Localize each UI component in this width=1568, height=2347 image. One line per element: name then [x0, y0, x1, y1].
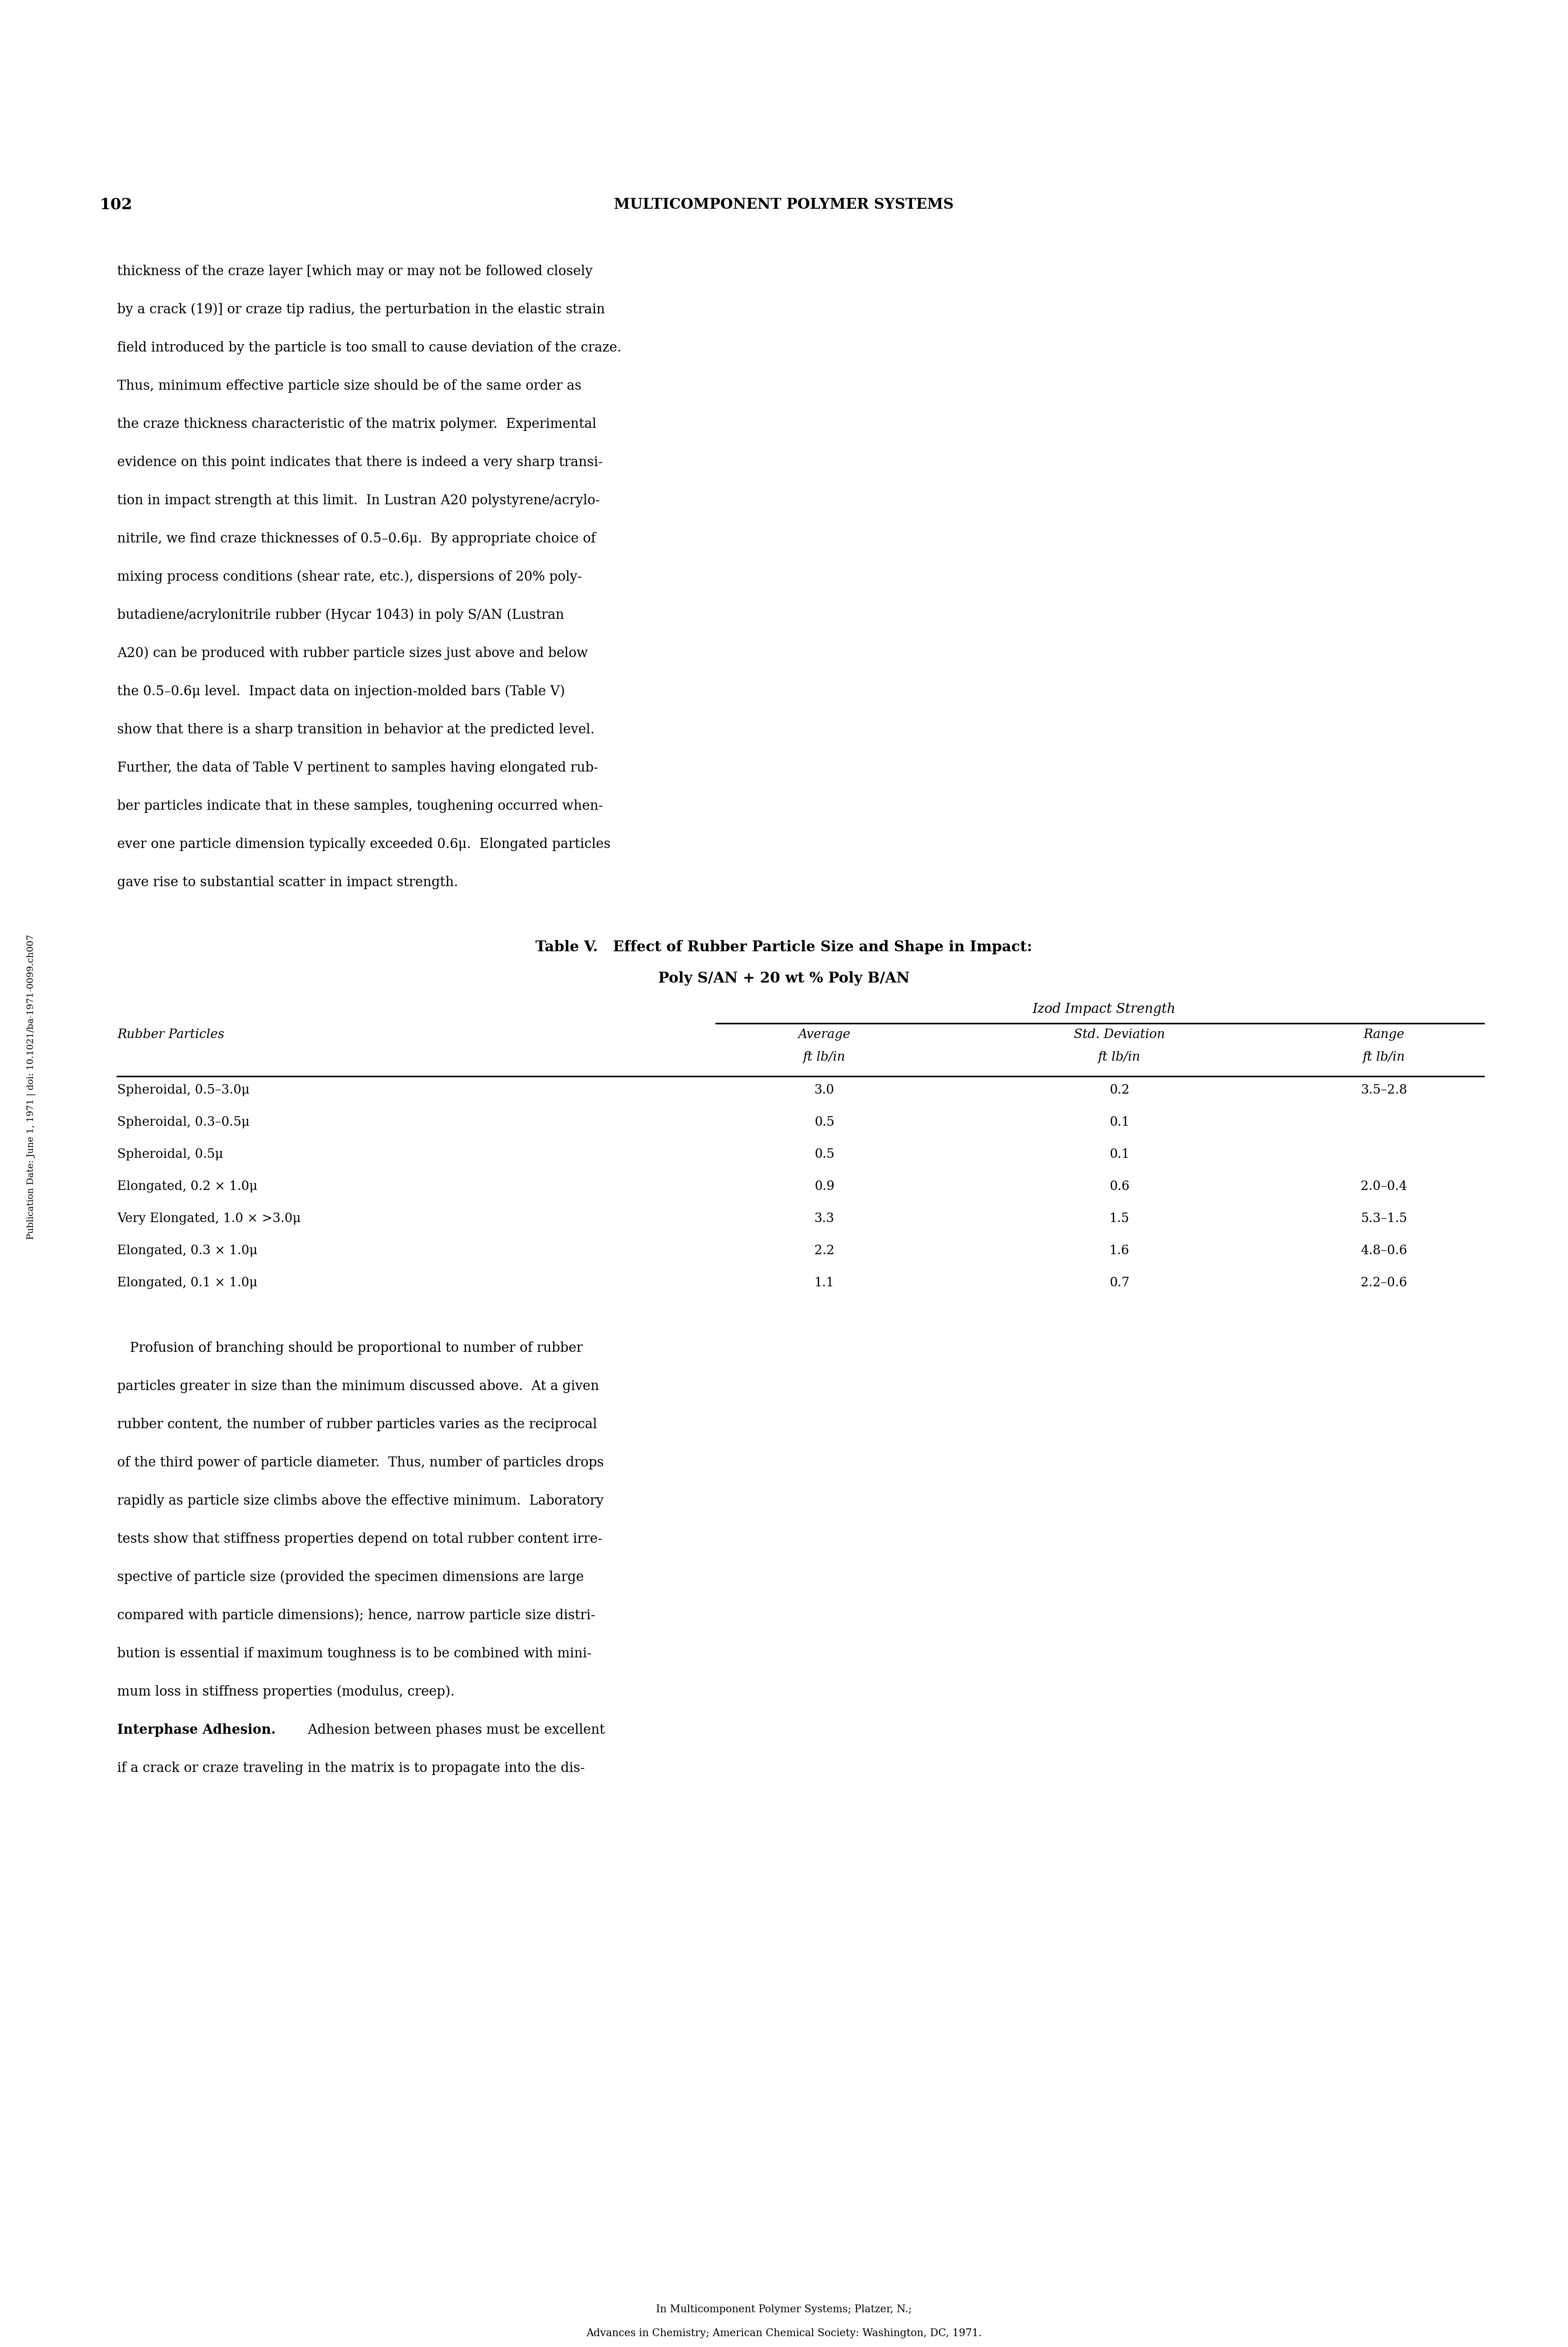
Text: Thus, minimum effective particle size should be of the same order as: Thus, minimum effective particle size sh… — [118, 380, 582, 392]
Text: 0.1: 0.1 — [1109, 1148, 1129, 1159]
Text: Spheroidal, 0.5–3.0μ: Spheroidal, 0.5–3.0μ — [118, 1084, 249, 1096]
Text: 1.1: 1.1 — [814, 1277, 834, 1289]
Text: 5.3–1.5: 5.3–1.5 — [1361, 1213, 1406, 1225]
Text: the 0.5–0.6μ level.  Impact data on injection-molded bars (Table V): the 0.5–0.6μ level. Impact data on injec… — [118, 685, 564, 699]
Text: Elongated, 0.3 × 1.0μ: Elongated, 0.3 × 1.0μ — [118, 1244, 257, 1258]
Text: 0.1: 0.1 — [1109, 1117, 1129, 1129]
Text: 0.7: 0.7 — [1109, 1277, 1129, 1289]
Text: 1.6: 1.6 — [1109, 1244, 1129, 1258]
Text: 102: 102 — [100, 197, 133, 211]
Text: 3.5–2.8: 3.5–2.8 — [1361, 1084, 1408, 1096]
Text: Profusion of branching should be proportional to number of rubber: Profusion of branching should be proport… — [118, 1342, 583, 1354]
Text: 0.6: 0.6 — [1109, 1181, 1129, 1192]
Text: 0.9: 0.9 — [814, 1181, 834, 1192]
Text: 3.0: 3.0 — [814, 1084, 834, 1096]
Text: In Multicomponent Polymer Systems; Platzer, N.;: In Multicomponent Polymer Systems; Platz… — [655, 2305, 913, 2314]
Text: 0.5: 0.5 — [814, 1148, 834, 1159]
Text: Spheroidal, 0.3–0.5μ: Spheroidal, 0.3–0.5μ — [118, 1117, 249, 1129]
Text: evidence on this point indicates that there is indeed a very sharp transi-: evidence on this point indicates that th… — [118, 455, 602, 469]
Text: spective of particle size (provided the specimen dimensions are large: spective of particle size (provided the … — [118, 1570, 583, 1584]
Text: mixing process conditions (shear rate, etc.), dispersions of 20% poly-: mixing process conditions (shear rate, e… — [118, 570, 582, 584]
Text: Advances in Chemistry; American Chemical Society: Washington, DC, 1971.: Advances in Chemistry; American Chemical… — [586, 2328, 982, 2338]
Text: ft lb/in: ft lb/in — [1098, 1051, 1140, 1063]
Text: ft lb/in: ft lb/in — [803, 1051, 845, 1063]
Text: Further, the data of Table V pertinent to samples having elongated rub-: Further, the data of Table V pertinent t… — [118, 760, 599, 775]
Text: 1.5: 1.5 — [1109, 1213, 1129, 1225]
Text: ever one particle dimension typically exceeded 0.6μ.  Elongated particles: ever one particle dimension typically ex… — [118, 838, 610, 852]
Text: ft lb/in: ft lb/in — [1363, 1051, 1405, 1063]
Text: Spheroidal, 0.5μ: Spheroidal, 0.5μ — [118, 1148, 223, 1159]
Text: if a crack or craze traveling in the matrix is to propagate into the dis-: if a crack or craze traveling in the mat… — [118, 1763, 585, 1774]
Text: Elongated, 0.2 × 1.0μ: Elongated, 0.2 × 1.0μ — [118, 1181, 257, 1192]
Text: ber particles indicate that in these samples, toughening occurred when-: ber particles indicate that in these sam… — [118, 800, 604, 812]
Text: Very Elongated, 1.0 × >3.0μ: Very Elongated, 1.0 × >3.0μ — [118, 1213, 301, 1225]
Text: Izod Impact Strength: Izod Impact Strength — [1033, 1002, 1176, 1016]
Text: gave rise to substantial scatter in impact strength.: gave rise to substantial scatter in impa… — [118, 875, 458, 890]
Text: rapidly as particle size climbs above the effective minimum.  Laboratory: rapidly as particle size climbs above th… — [118, 1495, 604, 1507]
Text: 3.3: 3.3 — [814, 1213, 834, 1225]
Text: 2.2: 2.2 — [814, 1244, 834, 1258]
Text: 0.2: 0.2 — [1109, 1084, 1129, 1096]
Text: by a crack (19)] or craze tip radius, the perturbation in the elastic strain: by a crack (19)] or craze tip radius, th… — [118, 303, 605, 317]
Text: Range: Range — [1364, 1028, 1405, 1040]
Text: tion in impact strength at this limit.  In Lustran A20 polystyrene/acrylo-: tion in impact strength at this limit. I… — [118, 493, 601, 507]
Text: Rubber Particles: Rubber Particles — [118, 1028, 224, 1040]
Text: 2.2–0.6: 2.2–0.6 — [1361, 1277, 1406, 1289]
Text: Publication Date: June 1, 1971 | doi: 10.1021/ba-1971-0099.ch007: Publication Date: June 1, 1971 | doi: 10… — [27, 934, 36, 1239]
Text: nitrile, we find craze thicknesses of 0.5–0.6μ.  By appropriate choice of: nitrile, we find craze thicknesses of 0.… — [118, 533, 596, 545]
Text: field introduced by the particle is too small to cause deviation of the craze.: field introduced by the particle is too … — [118, 340, 621, 354]
Text: rubber content, the number of rubber particles varies as the reciprocal: rubber content, the number of rubber par… — [118, 1418, 597, 1432]
Text: thickness of the craze layer [which may or may not be followed closely: thickness of the craze layer [which may … — [118, 265, 593, 279]
Text: mum loss in stiffness properties (modulus, creep).: mum loss in stiffness properties (modulu… — [118, 1685, 455, 1699]
Text: Poly S/AN + 20 wt % Poly B/AN: Poly S/AN + 20 wt % Poly B/AN — [659, 972, 909, 986]
Text: particles greater in size than the minimum discussed above.  At a given: particles greater in size than the minim… — [118, 1380, 599, 1394]
Text: bution is essential if maximum toughness is to be combined with mini-: bution is essential if maximum toughness… — [118, 1648, 591, 1659]
Text: show that there is a sharp transition in behavior at the predicted level.: show that there is a sharp transition in… — [118, 723, 594, 737]
Text: 2.0–0.4: 2.0–0.4 — [1361, 1181, 1406, 1192]
Text: the craze thickness characteristic of the matrix polymer.  Experimental: the craze thickness characteristic of th… — [118, 418, 596, 432]
Text: of the third power of particle diameter.  Thus, number of particles drops: of the third power of particle diameter.… — [118, 1455, 604, 1469]
Text: compared with particle dimensions); hence, narrow particle size distri-: compared with particle dimensions); henc… — [118, 1608, 596, 1622]
Text: 4.8–0.6: 4.8–0.6 — [1361, 1244, 1408, 1258]
Text: butadiene/acrylonitrile rubber (Hycar 1043) in poly S/AN (Lustran: butadiene/acrylonitrile rubber (Hycar 10… — [118, 608, 564, 622]
Text: tests show that stiffness properties depend on total rubber content irre-: tests show that stiffness properties dep… — [118, 1533, 602, 1547]
Text: Std. Deviation: Std. Deviation — [1074, 1028, 1165, 1040]
Text: Average: Average — [798, 1028, 850, 1040]
Text: Elongated, 0.1 × 1.0μ: Elongated, 0.1 × 1.0μ — [118, 1277, 257, 1289]
Text: Table V.   Effect of Rubber Particle Size and Shape in Impact:: Table V. Effect of Rubber Particle Size … — [536, 941, 1032, 955]
Text: Adhesion between phases must be excellent: Adhesion between phases must be excellen… — [304, 1723, 605, 1737]
Text: 0.5: 0.5 — [814, 1117, 834, 1129]
Text: MULTICOMPONENT POLYMER SYSTEMS: MULTICOMPONENT POLYMER SYSTEMS — [615, 197, 953, 211]
Text: A20) can be produced with rubber particle sizes just above and below: A20) can be produced with rubber particl… — [118, 648, 588, 660]
Text: Interphase Adhesion.: Interphase Adhesion. — [118, 1723, 276, 1737]
